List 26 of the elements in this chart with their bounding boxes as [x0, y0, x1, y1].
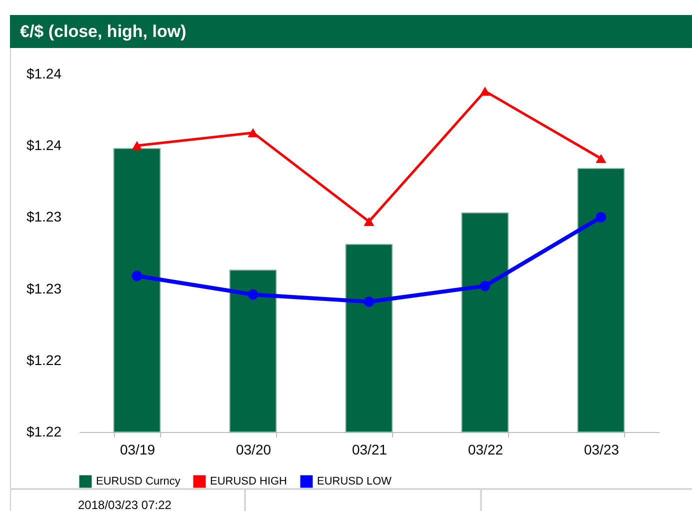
point [248, 289, 258, 300]
point [596, 212, 606, 222]
text: 2018/03/23 07:22 [10, 490, 246, 511]
legend-label: EURUSD HIGH [210, 476, 288, 488]
point [364, 296, 374, 307]
x-tick-label: 03/23 [584, 442, 620, 458]
x-tick-label: 03/19 [120, 442, 156, 458]
chart-title: €/$ (close, high, low) [10, 15, 692, 48]
y-tick-label: $1.22 [26, 352, 62, 368]
point [248, 128, 258, 138]
x-tick-label: 03/20 [236, 442, 272, 458]
legend-label: EURUSD Curncy [96, 476, 181, 488]
y-tick-label: $1.24 [26, 137, 62, 154]
y-tick-label: $1.23 [26, 208, 62, 225]
y-tick-label: $1.23 [26, 280, 62, 296]
point [480, 280, 490, 292]
y-tick-label: $1.24 [26, 66, 62, 82]
point [480, 86, 490, 96]
x-tick-label: 03/21 [352, 442, 388, 458]
x-tick-label: 03/22 [468, 442, 504, 458]
point [132, 141, 142, 150]
point [132, 270, 142, 282]
legend-label: EURUSD LOW [317, 476, 392, 488]
y-tick-label: $1.22 [26, 424, 62, 440]
point [596, 154, 606, 164]
point [364, 216, 374, 226]
